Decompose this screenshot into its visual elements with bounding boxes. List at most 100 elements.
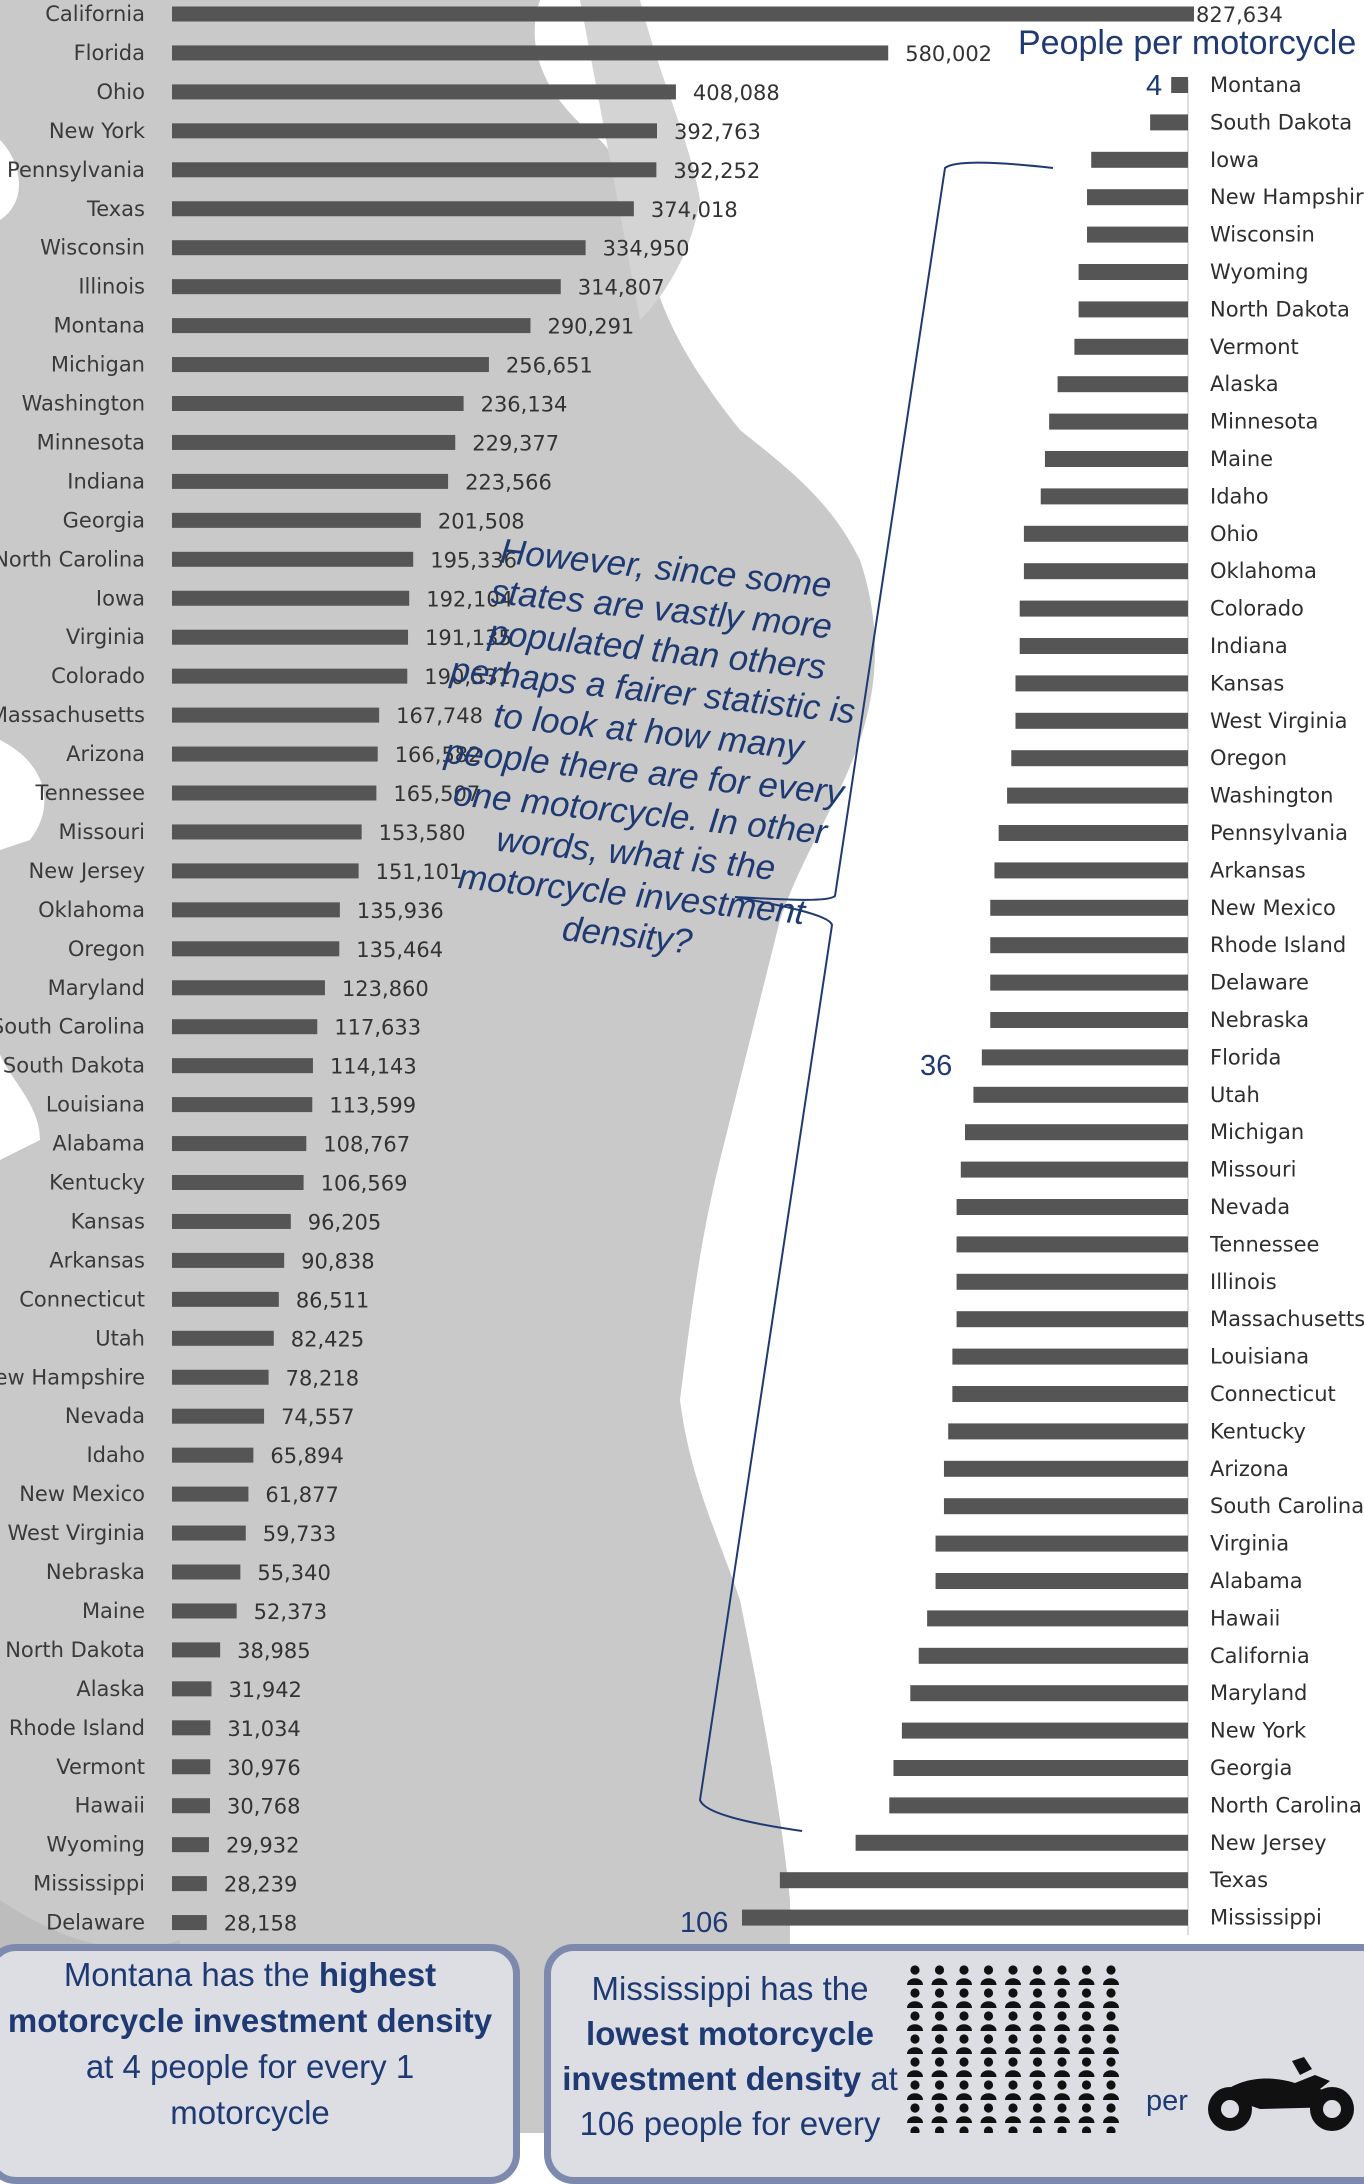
left-bar xyxy=(172,1915,207,1930)
right-bar xyxy=(957,1311,1188,1327)
left-value-label: 117,633 xyxy=(334,1016,421,1040)
right-bar xyxy=(990,937,1188,953)
person-icon xyxy=(1030,2011,1046,2031)
person-icon xyxy=(1103,1988,1119,2008)
left-category-label: Washington xyxy=(22,392,145,416)
right-bar xyxy=(961,1162,1188,1178)
person-icon xyxy=(1103,2080,1119,2100)
left-category-label: Alaska xyxy=(76,1677,145,1701)
person-icon xyxy=(932,2103,948,2123)
left-category-label: Kentucky xyxy=(49,1171,145,1195)
right-category-label: New Hampshire xyxy=(1210,185,1364,209)
right-category-label: Maryland xyxy=(1210,1681,1307,1705)
person-icon xyxy=(981,1988,997,2008)
left-category-label: North Carolina xyxy=(0,547,145,571)
person-icon xyxy=(956,2080,972,2100)
person-icon xyxy=(1054,2011,1070,2031)
right-bar xyxy=(1079,264,1188,280)
right-bar xyxy=(944,1498,1188,1514)
right-category-label: Florida xyxy=(1210,1045,1281,1069)
left-value-label: 82,425 xyxy=(291,1327,364,1351)
infographic-canvas: California Florida Ohio New York Pennsylvani… xyxy=(0,0,1364,2133)
right-bar xyxy=(1171,77,1188,93)
right-bar xyxy=(1024,526,1188,542)
right-bar xyxy=(973,1087,1188,1103)
left-bar xyxy=(172,1097,312,1112)
right-category-label: Colorado xyxy=(1210,597,1304,621)
person-icon xyxy=(1103,2034,1119,2054)
left-bar xyxy=(172,318,530,333)
person-icon xyxy=(981,2103,997,2123)
left-value-label: 96,205 xyxy=(308,1210,381,1234)
right-bar xyxy=(1024,563,1188,579)
left-category-label: Vermont xyxy=(56,1755,145,1779)
right-category-label: Tennessee xyxy=(1209,1232,1319,1256)
lowest-density-bold: lowest motorcycle investment density xyxy=(562,2015,874,2097)
right-category-label: Pennsylvania xyxy=(1210,821,1348,845)
right-bar xyxy=(1011,750,1188,766)
left-bar xyxy=(172,1876,207,1891)
right-bar xyxy=(957,1236,1188,1252)
left-category-label: Tennessee xyxy=(35,781,145,805)
right-category-label: Indiana xyxy=(1210,634,1288,658)
left-bar xyxy=(172,435,455,450)
person-icon xyxy=(981,2034,997,2054)
lowest-density-text: Mississippi has the lowest motorcycle in… xyxy=(556,1966,904,2146)
right-category-label: Virginia xyxy=(1210,1532,1289,1556)
left-category-label: New Mexico xyxy=(19,1482,145,1506)
left-bar xyxy=(172,1409,264,1424)
left-value-label: 52,373 xyxy=(254,1600,327,1624)
right-bar xyxy=(1087,227,1188,243)
person-icon xyxy=(981,1965,997,1985)
right-bar xyxy=(1091,152,1188,168)
right-bar xyxy=(1087,189,1188,205)
left-value-label: 30,976 xyxy=(227,1756,300,1780)
left-category-label: Idaho xyxy=(86,1443,145,1467)
left-bar xyxy=(172,708,379,723)
right-category-label: North Dakota xyxy=(1210,297,1350,321)
right-bar xyxy=(990,1012,1188,1028)
person-icon xyxy=(1079,2057,1095,2077)
left-bar xyxy=(172,396,464,411)
right-bar xyxy=(1074,339,1188,355)
left-category-label: Michigan xyxy=(51,353,145,377)
person-icon xyxy=(932,2126,948,2133)
left-category-label: Maine xyxy=(82,1599,145,1623)
person-icon xyxy=(1030,2080,1046,2100)
right-bar xyxy=(948,1423,1188,1439)
person-icon xyxy=(1054,1965,1070,1985)
left-bar xyxy=(172,1058,313,1073)
right-bar xyxy=(952,1349,1188,1365)
left-category-label: Rhode Island xyxy=(9,1716,145,1740)
left-bar xyxy=(172,941,339,956)
left-category-label: Arkansas xyxy=(49,1248,145,1272)
right-category-label: Delaware xyxy=(1210,971,1309,995)
right-bar xyxy=(965,1124,1188,1140)
right-category-label: Louisiana xyxy=(1210,1345,1309,1369)
left-value-label: 29,932 xyxy=(226,1834,299,1858)
left-category-label: Mississippi xyxy=(33,1872,145,1896)
person-icon xyxy=(1005,2080,1021,2100)
left-bar xyxy=(172,902,340,917)
right-category-label: Arizona xyxy=(1210,1457,1289,1481)
right-category-label: Nebraska xyxy=(1210,1008,1309,1032)
left-bar xyxy=(172,1175,304,1190)
left-category-label: Kansas xyxy=(71,1209,145,1233)
left-bar xyxy=(172,669,407,684)
right-bar xyxy=(919,1648,1188,1664)
person-icon xyxy=(932,2034,948,2054)
left-category-label: Alabama xyxy=(52,1132,145,1156)
person-icon xyxy=(907,1988,923,2008)
right-category-label: Nevada xyxy=(1210,1195,1290,1219)
right-bar xyxy=(889,1797,1188,1813)
right-bar xyxy=(957,1199,1188,1215)
right-chart-labels: MontanaSouth DakotaIowaNew HampshireWisc… xyxy=(1209,73,1364,1930)
right-bar xyxy=(982,1049,1188,1065)
person-icon xyxy=(1079,2080,1095,2100)
left-category-label: Texas xyxy=(86,197,145,221)
person-icon xyxy=(981,2057,997,2077)
left-category-label: Nebraska xyxy=(46,1560,145,1584)
person-icon xyxy=(1030,2103,1046,2123)
left-bar xyxy=(172,474,448,489)
person-icon xyxy=(1005,1965,1021,1985)
